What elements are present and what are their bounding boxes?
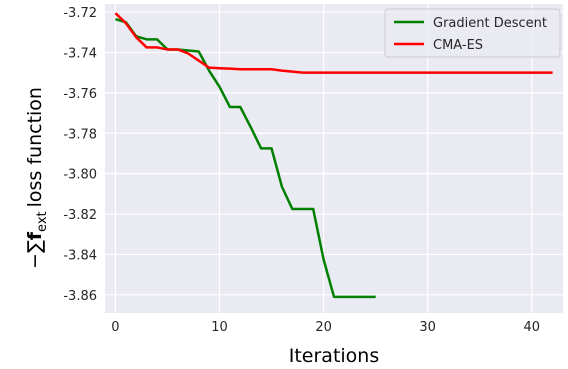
svg-text:−∑fextloss function: −∑fext loss function <box>24 87 50 269</box>
y-tick-labels: -3.72 -3.74 -3.76 -3.78 -3.80 -3.82 -3.84 -3.86 <box>63 6 97 304</box>
y-axis-label: −∑fext loss function <box>24 87 50 269</box>
x-axis-label: Iterations <box>289 345 380 367</box>
y-tick-label: -3.74 <box>63 46 97 61</box>
y-tick-label: -3.84 <box>63 248 97 263</box>
x-tick-labels: 0 10 20 30 40 <box>111 320 540 335</box>
y-tick-label: -3.86 <box>63 289 97 304</box>
y-axis-label-f: f <box>24 231 46 240</box>
y-tick-label: -3.78 <box>63 127 97 142</box>
series-lines <box>114 12 553 299</box>
y-tick-label: -3.72 <box>63 6 97 21</box>
legend-box <box>384 8 561 58</box>
x-tick-label: 30 <box>419 320 436 335</box>
legend-label-gradient-descent: Gradient Descent <box>433 16 547 31</box>
y-tick-label: -3.76 <box>63 87 97 102</box>
y-tick-label: -3.82 <box>63 208 97 223</box>
gradient-descent-line <box>115 17 376 299</box>
y-axis-label-subscript: ext <box>35 211 50 232</box>
x-tick-label: 10 <box>211 320 228 335</box>
grid <box>105 4 563 313</box>
x-tick-label: 0 <box>111 320 119 335</box>
y-axis-label-text: loss function <box>24 87 46 207</box>
cma-es-line <box>114 12 553 74</box>
y-axis-label-sum: −∑ <box>24 240 46 269</box>
x-tick-label: 20 <box>315 320 332 335</box>
x-tick-label: 40 <box>523 320 540 335</box>
legend: Gradient Descent CMA-ES <box>384 8 561 58</box>
y-tick-label: -3.80 <box>63 168 97 183</box>
legend-label-cma-es: CMA-ES <box>433 38 483 53</box>
